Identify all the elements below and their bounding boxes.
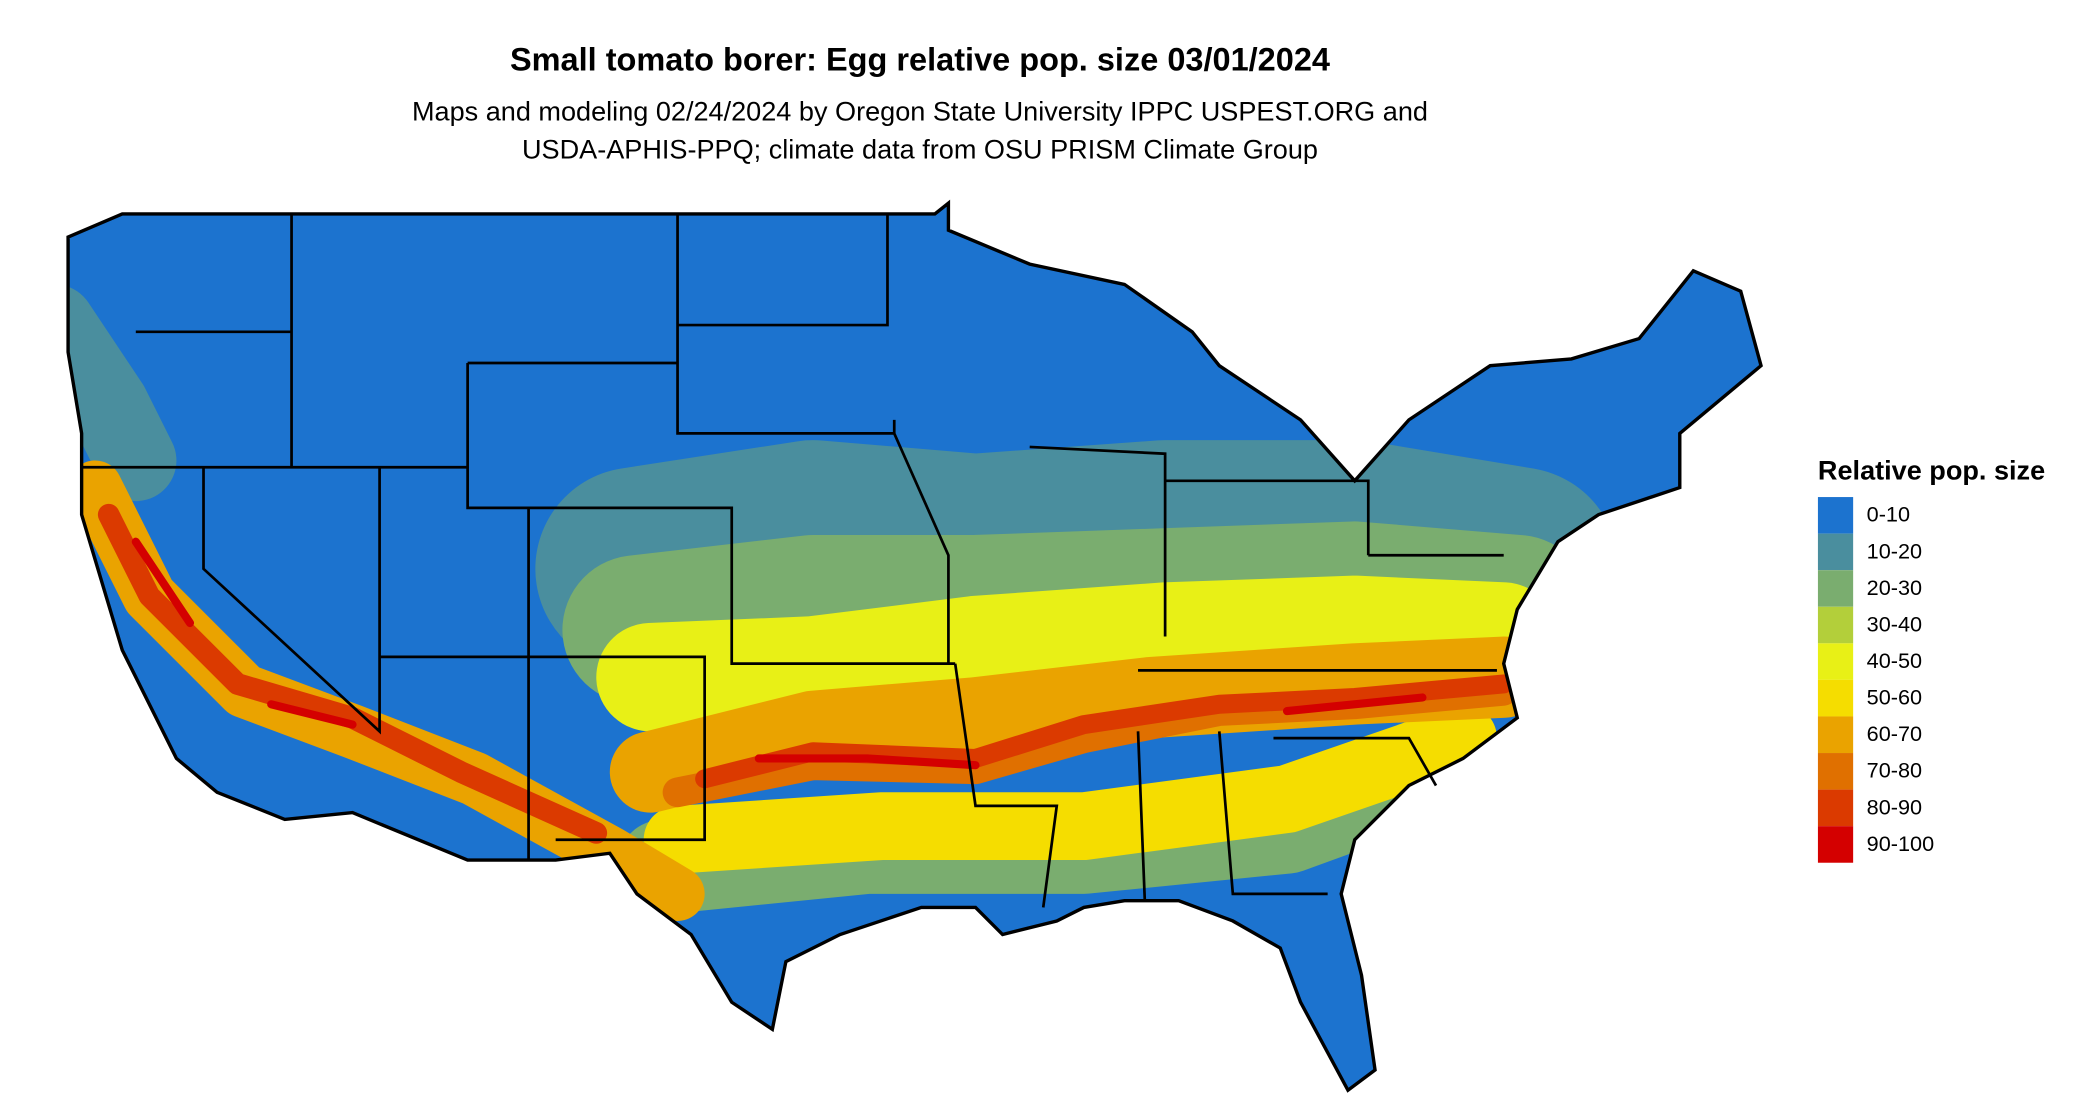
risk-band (68, 284, 177, 502)
legend-swatch (1817, 826, 1854, 863)
legend-label: 50-60 (1867, 685, 1922, 710)
legend-swatch (1817, 643, 1854, 680)
legend-label: 30-40 (1867, 611, 1922, 636)
risk-band (695, 674, 1514, 789)
legend-label: 40-50 (1867, 648, 1922, 673)
risk-band (596, 575, 1558, 732)
map-fill (68, 203, 1762, 1091)
legend-swatch (1817, 533, 1854, 571)
risk-band (643, 704, 1497, 874)
legend-label: 60-70 (1867, 721, 1922, 746)
legend-swatch (1817, 570, 1854, 607)
legend-label: 20-30 (1867, 575, 1922, 600)
legend-title: Relative pop. size (1818, 454, 2045, 485)
legend-swatch (1817, 679, 1854, 717)
legend-label: 0-10 (1867, 502, 1910, 527)
legend-label: 80-90 (1867, 794, 1922, 819)
risk-band (97, 503, 608, 844)
map-title: Small tomato borer: Egg relative pop. si… (510, 41, 1330, 77)
legend-label: 70-80 (1867, 758, 1922, 783)
legend-label: 10-20 (1867, 538, 1922, 563)
legend-swatch (1817, 789, 1854, 827)
legend-label: 90-100 (1867, 831, 1934, 856)
legend-swatch (1817, 753, 1854, 790)
risk-band (131, 537, 1427, 770)
legend-swatch (1817, 716, 1854, 754)
risk-band (609, 636, 1545, 813)
legend-swatch (1817, 497, 1854, 534)
legend-swatch (1817, 606, 1854, 644)
legend: 0-10 10-20 20-30 30-40 40-50 50-60 60-70 70-80 8… (1817, 497, 1934, 863)
state-borders (81, 213, 1504, 908)
subtitle-line: Maps and modeling 02/24/2024 by Oregon S… (412, 96, 1428, 127)
subtitle-line: USDA-APHIS-PPQ; climate data from OSU PR… (522, 133, 1318, 164)
